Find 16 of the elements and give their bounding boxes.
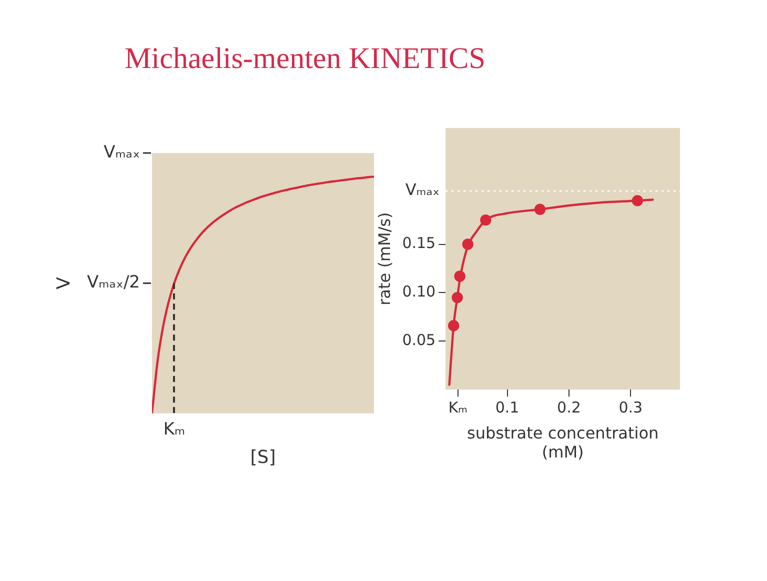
text: Vₘₐₓ/2 (87, 272, 140, 293)
y-tick-label: 0.15 (402, 234, 436, 252)
x-axis-title: [S] (250, 446, 276, 468)
x-tick-label: 0.3 (618, 398, 643, 416)
x-tick-label: 0.1 (495, 398, 520, 416)
y-axis-title: V (53, 276, 74, 290)
y-axis-title: rate (mM/s) (374, 212, 394, 306)
x-tick-label: Kₘ (448, 398, 468, 416)
ref-line-label: Vₘₐₓ (405, 180, 440, 200)
chart-title: Michaelis-menten KINETICS (124, 42, 486, 76)
y-tick-label: 0.10 (402, 282, 436, 301)
text: Vₘₐₓ (104, 142, 140, 162)
x-axis-title: substrate concentration (mM) (466, 423, 659, 462)
x-tick-label: 0.2 (557, 398, 581, 416)
text: Kₘ (163, 419, 186, 440)
y-tick-label: 0.05 (402, 331, 436, 350)
